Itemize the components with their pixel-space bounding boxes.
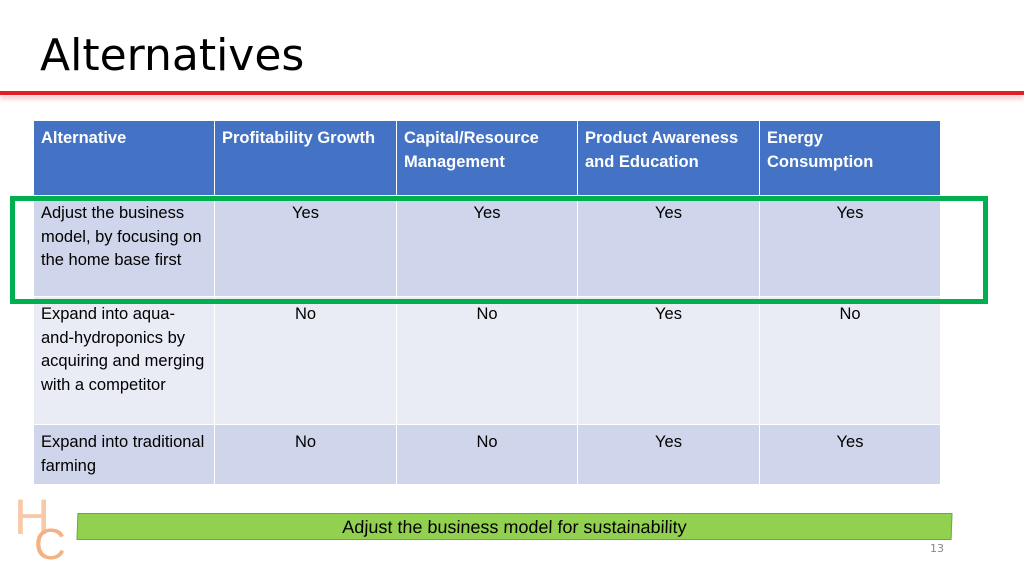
alternatives-table: Alternative Profitability Growth Capital/R…: [33, 120, 941, 485]
table-cell: Yes: [214, 195, 397, 297]
table-cell: No: [214, 296, 397, 425]
title-rule: [0, 91, 1024, 95]
page-number: 13: [930, 542, 944, 555]
table-cell: No: [396, 296, 578, 425]
logo-letter: H: [14, 489, 51, 545]
table-cell: Yes: [759, 195, 941, 297]
table-cell: Expand into traditional farming: [33, 424, 215, 485]
table-cell: No: [214, 424, 397, 485]
header-cell: Alternative: [33, 120, 215, 196]
table-cell: Yes: [577, 296, 760, 425]
table-body: Adjust the business model, by focusing o…: [33, 195, 941, 485]
logo-letter: C: [34, 520, 66, 569]
table-row: Expand into traditional farming No No Yes Ye…: [33, 424, 941, 485]
header-row: Alternative Profitability Growth Capital/R…: [33, 120, 941, 196]
highlight-box: [10, 196, 988, 304]
table-cell: No: [396, 424, 578, 485]
table-cell: No: [759, 296, 941, 425]
header-cell: Profitability Growth: [214, 120, 397, 196]
header-cell: Energy Consumption: [759, 120, 941, 196]
table-cell: Expand into aqua-and-hydroponics by acqu…: [33, 296, 215, 425]
header-cell: Product Awareness and Education: [577, 120, 760, 196]
table-cell: Yes: [577, 424, 760, 485]
table-cell: Adjust the business model, by focusing o…: [33, 195, 215, 297]
slide-title: Alternatives: [40, 30, 305, 81]
header-cell: Capital/Resource Management: [396, 120, 578, 196]
table-row: Expand into aqua-and-hydroponics by acqu…: [33, 296, 941, 425]
table-cell: Yes: [759, 424, 941, 485]
callout-bar: Adjust the business model for sustainabi…: [76, 513, 953, 540]
